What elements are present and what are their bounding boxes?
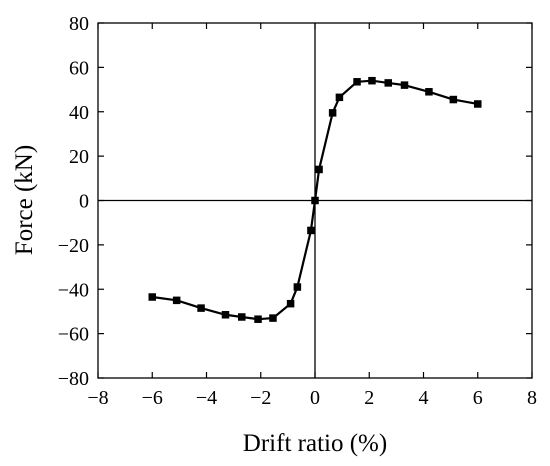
y-tick-label: 0 xyxy=(79,191,89,213)
x-tick-label: 2 xyxy=(364,387,374,409)
data-point xyxy=(148,293,156,301)
data-point xyxy=(384,79,392,87)
x-tick-label: −6 xyxy=(142,387,163,409)
data-point xyxy=(400,81,409,89)
data-point xyxy=(172,296,181,305)
data-point xyxy=(238,313,246,321)
data-point xyxy=(335,93,344,102)
x-axis-title: Drift ratio (%) xyxy=(243,430,387,457)
data-point xyxy=(307,226,315,235)
y-tick-label: −60 xyxy=(58,324,89,346)
data-point xyxy=(425,88,433,96)
data-point xyxy=(315,165,323,174)
x-tick-label: −2 xyxy=(250,387,271,409)
data-point xyxy=(286,299,295,308)
data-point xyxy=(254,315,262,323)
data-point xyxy=(221,311,230,319)
y-axis-title: Force (kN) xyxy=(11,145,38,255)
data-point xyxy=(368,76,376,85)
y-tick-label: −20 xyxy=(58,235,89,257)
data-point xyxy=(328,109,337,117)
data-point xyxy=(197,304,205,312)
y-tick-label: 60 xyxy=(69,57,89,79)
y-tick-label: −80 xyxy=(58,368,89,390)
x-tick-label: −8 xyxy=(87,387,108,409)
x-tick-label: −4 xyxy=(196,387,217,409)
y-tick-label: 80 xyxy=(69,13,89,35)
data-point xyxy=(449,95,458,104)
data-point xyxy=(474,100,482,108)
data-point xyxy=(293,283,302,291)
data-point xyxy=(269,314,277,322)
x-tick-label: 8 xyxy=(527,387,537,409)
x-tick-label: 0 xyxy=(310,387,320,409)
x-tick-label: 6 xyxy=(473,387,483,409)
y-tick-label: −40 xyxy=(58,279,89,301)
data-point xyxy=(353,78,361,86)
x-tick-label: 4 xyxy=(419,387,429,409)
y-tick-label: 20 xyxy=(69,146,89,168)
data-point xyxy=(311,196,319,205)
y-tick-label: 40 xyxy=(69,102,89,124)
series-layer xyxy=(148,76,482,323)
axis-ticks xyxy=(97,22,533,379)
